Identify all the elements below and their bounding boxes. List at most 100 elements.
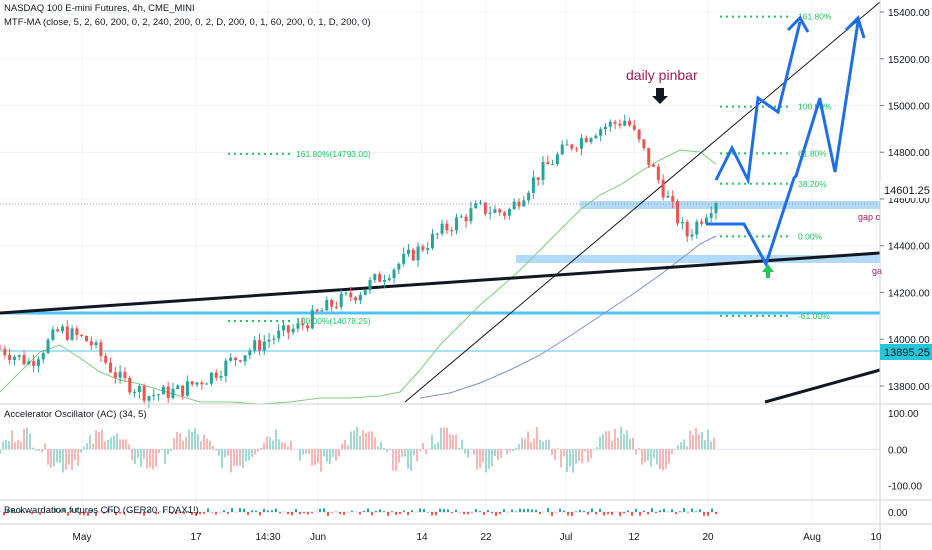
candle-body (589, 138, 593, 143)
candle-body (503, 212, 507, 216)
candle-body (248, 350, 252, 356)
candle-body (94, 342, 98, 346)
candle-body (584, 137, 588, 143)
candle-body (469, 208, 473, 222)
candle-body (421, 246, 425, 250)
candle-body (555, 154, 559, 165)
candle-body (450, 230, 454, 232)
x-tick-label: Jul (560, 532, 573, 543)
candle-body (190, 381, 194, 385)
candle-body (416, 246, 420, 261)
candle-body (233, 357, 237, 361)
candle-body (445, 223, 449, 231)
candle-body (498, 209, 502, 213)
candle-body (3, 348, 7, 356)
osc-axis-label: 100.00 (888, 409, 919, 420)
candle-body (541, 161, 545, 180)
zone-label-lower: ga (872, 266, 882, 276)
candle-body (65, 326, 69, 340)
candle-body (382, 279, 386, 282)
candle-body (296, 323, 300, 329)
candle-body (676, 201, 680, 224)
candle-body (531, 177, 535, 193)
candle-body (181, 385, 185, 396)
candle-body (671, 195, 675, 202)
osc-axis-label: -100.00 (888, 482, 922, 493)
candle-body (229, 357, 233, 361)
candle-body (195, 382, 199, 385)
x-tick-label: Jun (310, 532, 326, 543)
candle-body (440, 223, 444, 234)
y-tick-label: 14200.00 (888, 288, 930, 299)
candle-body (392, 269, 396, 279)
projection-path-2 (706, 21, 860, 268)
candle-body (363, 290, 367, 295)
candle-body (599, 129, 603, 136)
price-tag-current-bg (880, 182, 932, 198)
backwardation-bars: 0.00 (0, 508, 908, 519)
candle-body (41, 352, 45, 360)
candle-body (565, 144, 569, 146)
y-tick-label: 14000.00 (888, 335, 930, 346)
candle-body (700, 221, 704, 224)
candle-body (171, 388, 175, 398)
candle-body (570, 144, 574, 149)
accelerator-oscillator-bars: 100.00 0.00 -100.00 (0, 409, 922, 493)
candle-body (661, 179, 665, 198)
candle-body (522, 200, 526, 207)
candle-body (397, 263, 401, 270)
candle-body (238, 360, 242, 362)
candle-body (17, 355, 21, 357)
price-axis: 13800.00 14000.00 14200.00 14400.00 14600.00… (880, 8, 930, 393)
candle-body (411, 249, 415, 261)
osc-axis-label: 0.00 (888, 445, 908, 456)
x-tick-label: 10 (870, 532, 882, 543)
price-tag-13895: 13895.25 (884, 347, 930, 359)
candle-body (358, 294, 362, 301)
candle-body (603, 126, 607, 130)
candle-body (594, 135, 598, 139)
fib-label-old: 161.80%(14793.00) (296, 149, 371, 159)
candle-body (157, 394, 161, 396)
candle-body (517, 201, 521, 207)
fib-label: 0.00% (798, 231, 823, 241)
indicator-legend: MTF-MA (close, 5, 2, 60, 200, 0, 2, 240,… (4, 17, 371, 28)
fib-label: -61.00% (798, 311, 830, 321)
candle-body (628, 120, 632, 126)
candle-body (666, 195, 670, 198)
projection-arrowhead-2 (844, 15, 866, 39)
candle-body (267, 339, 271, 342)
candle-body (459, 216, 463, 218)
candle-body (166, 386, 170, 398)
candle-body (205, 383, 209, 385)
candle-body (75, 328, 79, 335)
candle-body (99, 342, 103, 356)
fib-label-old: 100.00%(14078.25) (296, 316, 371, 326)
candle-body (320, 310, 324, 312)
trendline-lower-black (764, 368, 881, 404)
candle-body (133, 391, 137, 393)
candle-body (147, 396, 151, 401)
x-tick-label: Aug (803, 532, 821, 543)
candle-body (406, 249, 410, 254)
candle-body (695, 221, 699, 235)
candle-body (637, 129, 641, 140)
candle-body (315, 309, 319, 312)
candle-body (402, 253, 406, 264)
candle-body (128, 377, 132, 393)
candle-body (325, 299, 329, 311)
candle-body (642, 139, 646, 149)
fib-levels: 161.80% 100.00% 61.80% 38.20% 0.00% -61.00% 16… (228, 12, 832, 326)
candle-body (161, 386, 165, 395)
candle-body (176, 385, 180, 389)
trendline-long-black (0, 251, 881, 315)
candle-body (685, 221, 689, 237)
gap-zone-lower (516, 255, 880, 263)
x-tick-label: 14 (416, 532, 428, 543)
projection-path-1 (714, 21, 802, 186)
candle-body (354, 297, 358, 301)
candle-body (368, 280, 372, 291)
oscillator-title: Accelerator Oscillator (AC) (34, 5) (4, 409, 147, 420)
candle-body (219, 376, 223, 378)
